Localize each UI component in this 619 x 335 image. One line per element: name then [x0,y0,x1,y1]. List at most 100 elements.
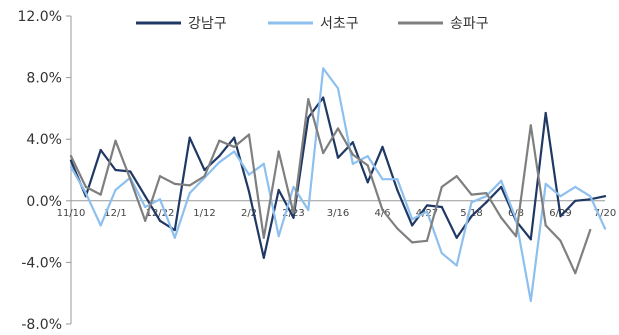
data-point [544,111,547,115]
data-point [158,198,162,201]
x-tick-label: 4/6 [374,208,390,219]
x-tick-label: 7/20 [594,208,616,219]
x-tick-label: 2/2 [241,208,257,219]
data-point [173,236,176,239]
data-point [129,178,132,181]
data-point [307,208,310,212]
y-tick-label: -4.0% [21,255,62,271]
data-point [188,136,191,139]
data-point [99,193,102,196]
data-point [99,224,102,227]
data-point [158,175,162,178]
y-tick-label: 8.0% [26,71,62,87]
data-point [440,252,443,255]
data-point [218,139,221,142]
legend-item: 서초구 [268,16,359,32]
series-2 [69,67,607,302]
data-point [158,219,162,222]
data-point [114,168,117,172]
data-point [233,150,236,153]
data-point [144,195,147,198]
data-point [529,124,532,127]
data-point [574,185,577,189]
data-point [173,182,176,185]
legend-label: 강남구 [188,16,227,32]
data-point [470,201,473,204]
data-point [144,219,147,222]
data-point [173,228,176,232]
series-line [69,67,607,302]
data-point [277,150,280,153]
series-1 [69,96,607,259]
data-point [544,182,547,185]
y-tick-label: 4.0% [26,132,62,148]
data-point [485,192,488,195]
data-point [559,215,562,218]
data-point [262,236,265,239]
data-point [603,195,607,198]
data-point [351,162,354,165]
data-point [277,188,280,192]
series-layer [69,67,607,302]
data-point [396,227,399,230]
data-point [366,181,369,184]
data-point [218,155,221,158]
data-point [500,179,503,182]
x-tick-label: 3/16 [327,208,349,219]
data-point [307,116,310,119]
data-point [455,264,458,267]
data-point [514,218,518,221]
data-point [544,224,547,227]
data-point [69,155,73,158]
data-point [322,151,325,155]
data-point [470,215,473,218]
data-point [233,136,236,139]
data-point [292,216,295,219]
data-point [529,299,532,302]
data-point [84,185,87,189]
data-point [247,133,251,136]
data-point [411,224,414,227]
series-line [69,98,592,275]
series-3 [69,98,592,275]
data-point [69,159,73,162]
data-point [440,185,443,189]
legend-label: 서초구 [320,16,359,32]
data-point [425,204,429,207]
data-point [455,236,458,239]
y-tick-label: 12.0% [18,9,62,25]
legend-item: 송파구 [398,16,489,32]
data-point [381,178,384,181]
data-point [603,227,607,230]
data-point [144,205,147,209]
data-point [351,153,354,156]
y-tick-label: -8.0% [21,317,62,333]
data-point [574,199,577,202]
x-tick-label: 11/10 [57,208,86,219]
data-point [233,145,236,148]
y-tick-label: 0.0% [26,194,62,210]
data-point [322,96,325,99]
data-point [114,188,117,192]
data-point [307,98,310,101]
x-tick-label: 12/1 [104,208,126,219]
data-point [247,173,251,176]
data-point [336,156,340,159]
data-point [277,235,280,238]
data-point [69,165,73,169]
data-point [99,148,102,152]
data-point [188,192,191,195]
data-point [351,141,354,144]
data-point [529,238,532,241]
data-point [396,178,399,181]
data-point [322,67,325,70]
data-point [129,170,132,173]
data-point [381,208,384,212]
data-point [559,195,562,198]
data-point [203,168,206,172]
data-point [84,192,87,195]
data-point [218,161,221,164]
data-point [589,195,592,198]
